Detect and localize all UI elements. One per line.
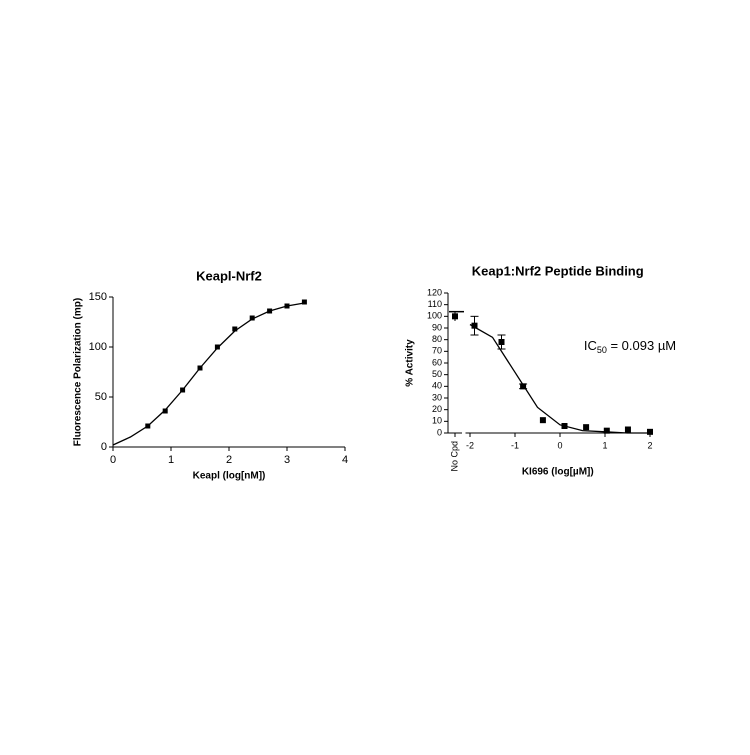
y-tick-label: 10 [432,416,442,426]
marker [471,322,478,329]
y-tick-label: 0 [101,441,107,453]
annotation-text: IC [584,338,597,353]
marker [603,427,610,434]
y-tick-label: 90 [432,322,442,332]
y-tick-label: 0 [437,427,442,437]
annotation: IC50 = 0.093 µM [584,338,676,355]
annotation-subscript: 50 [597,345,607,355]
marker [583,424,590,431]
x-tick-label: -2 [466,440,474,450]
x-tick-label: 0 [110,454,116,466]
marker [301,299,307,305]
x-axis-label: Keapl (log[nM]) [193,471,266,482]
marker [624,426,631,433]
y-tick-label: 30 [432,392,442,402]
marker [197,365,203,371]
y-axis-label: Fluorescence Polarization (mp) [73,298,84,446]
y-tick-label: 100 [89,341,107,353]
y-tick-label: 150 [89,291,107,303]
x-tick-label: 3 [284,454,290,466]
category-label: No Cpd [449,441,459,472]
marker [452,313,458,320]
x-tick-label: 2 [647,440,652,450]
y-tick-label: 80 [432,334,442,344]
x-tick-label: 0 [557,440,562,450]
marker [498,339,505,345]
y-tick-label: 100 [427,311,442,321]
marker [162,408,168,414]
marker [539,417,546,424]
x-axis-label: KI696 (log[µM]) [522,467,594,478]
marker [647,428,653,435]
x-tick-label: 2 [226,454,232,466]
marker [284,303,290,309]
y-tick-label: 110 [428,299,442,309]
marker [249,315,255,321]
y-tick-label: 50 [432,369,442,379]
y-tick-label: 120 [427,287,442,297]
fit-curve [112,302,305,446]
marker [561,423,568,429]
marker [180,387,186,393]
annotation-suffix: = 0.093 µM [607,338,676,353]
x-tick-label: -1 [511,440,519,450]
marker [214,344,220,350]
chart-title: Keap1:Nrf2 Peptide Binding [472,263,644,278]
y-tick-label: 50 [95,391,107,403]
x-tick-label: 1 [168,454,174,466]
chart-title: Keapl-Nrf2 [196,268,262,283]
y-tick-label: 60 [432,357,442,367]
y-tick-label: 20 [432,404,442,414]
marker [267,308,273,314]
x-tick-label: 4 [342,454,348,466]
marker [520,383,527,390]
y-tick-label: 70 [432,346,442,356]
y-tick-label: 40 [432,381,442,391]
marker [145,423,151,429]
marker [232,326,238,332]
y-axis-label: % Activity [405,339,416,387]
x-tick-label: 1 [602,440,607,450]
